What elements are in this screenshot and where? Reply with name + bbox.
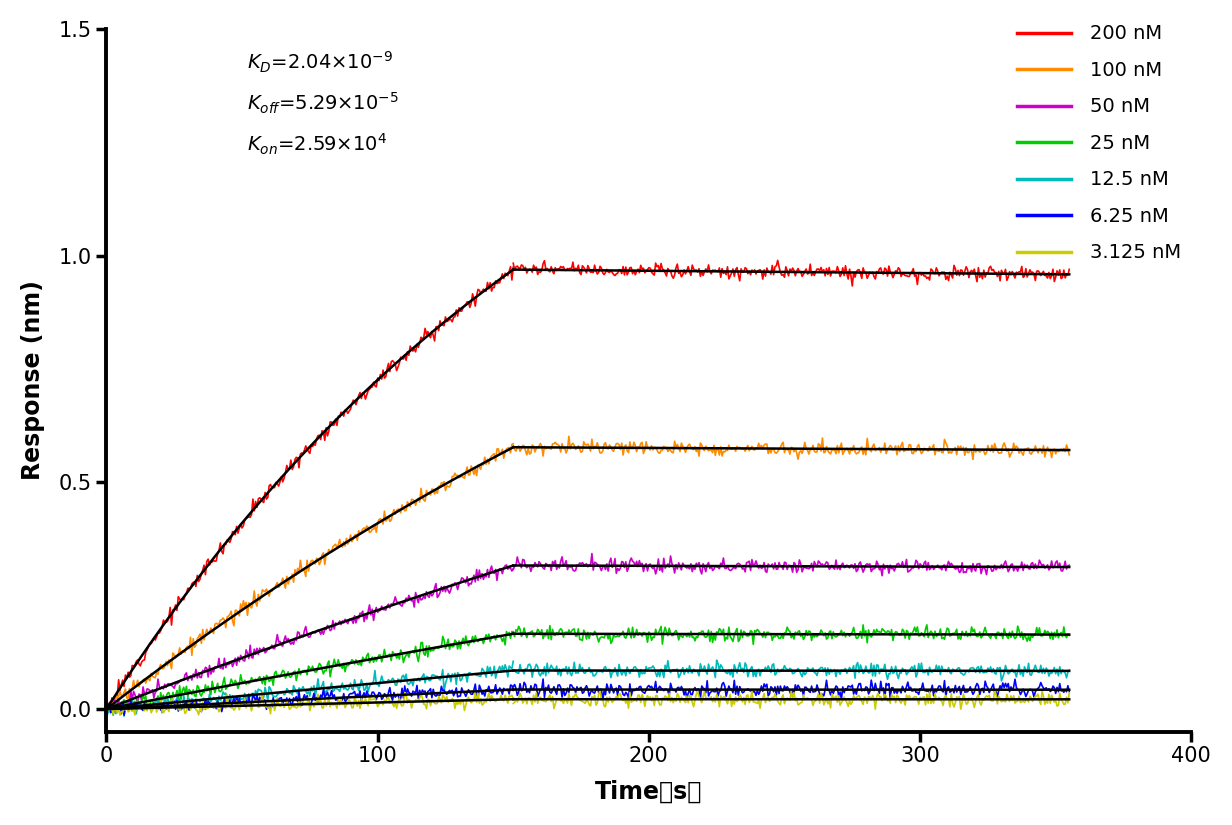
Text: $K_D$=2.04×10$^{-9}$
$K_{off}$=5.29×10$^{-5}$
$K_{on}$=2.59×10$^4$: $K_D$=2.04×10$^{-9}$ $K_{off}$=5.29×10$^…: [248, 50, 399, 157]
X-axis label: Time（s）: Time（s）: [595, 780, 702, 804]
Legend: 200 nM, 100 nM, 50 nM, 25 nM, 12.5 nM, 6.25 nM, 3.125 nM: 200 nM, 100 nM, 50 nM, 25 nM, 12.5 nM, 6…: [1016, 25, 1181, 262]
Y-axis label: Response (nm): Response (nm): [21, 280, 44, 480]
